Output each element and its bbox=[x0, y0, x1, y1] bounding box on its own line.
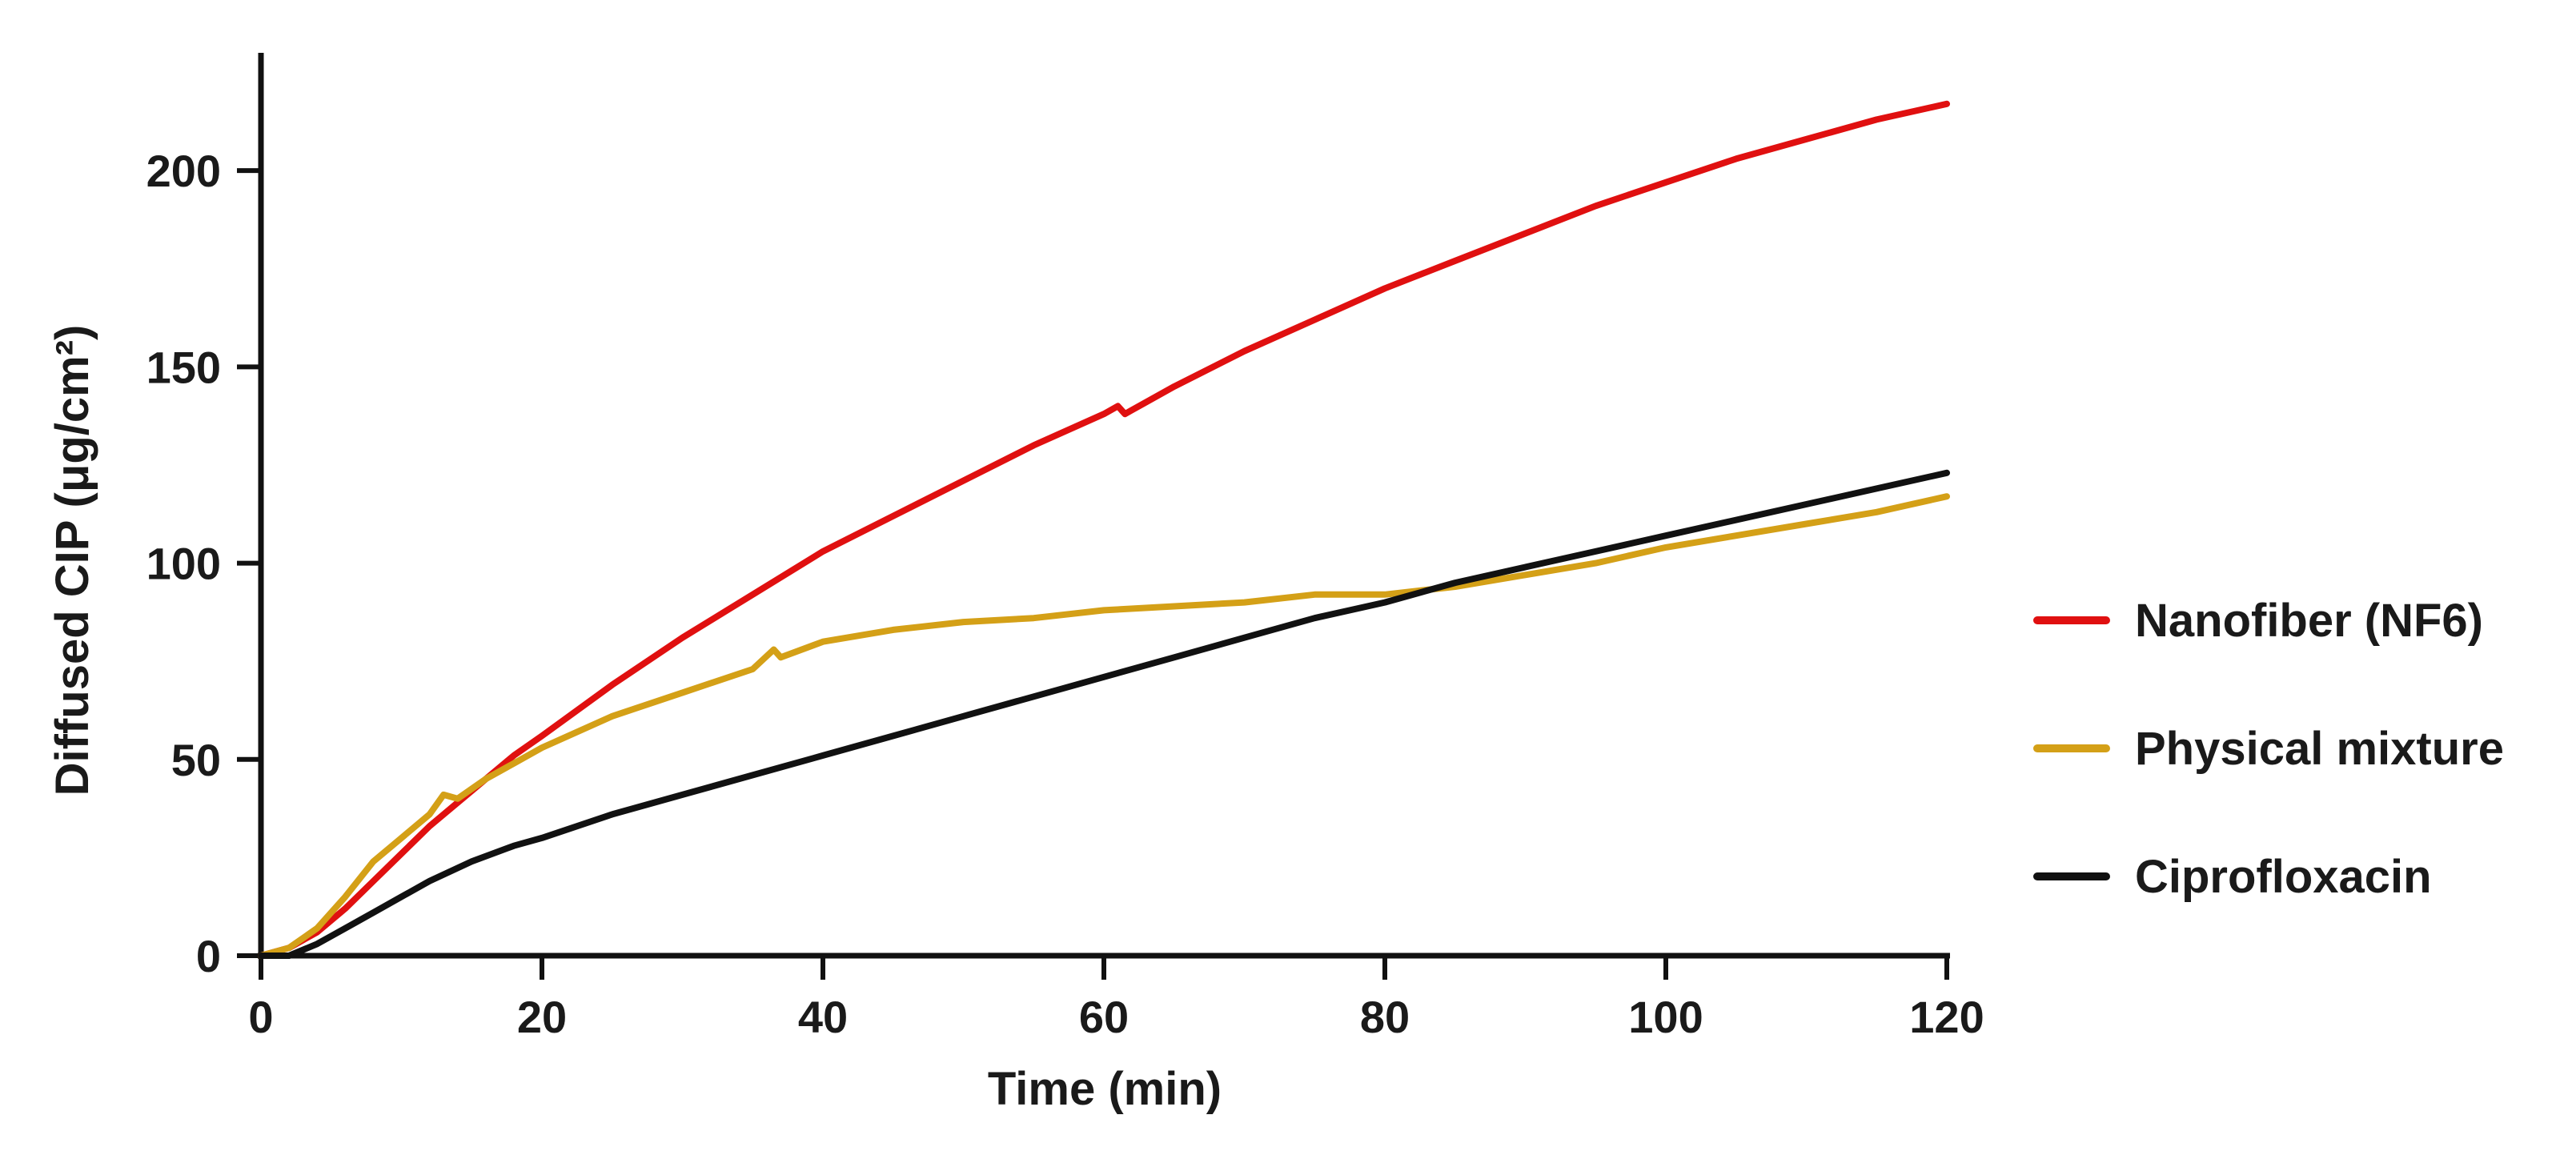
y-tick-label: 50 bbox=[171, 735, 221, 785]
x-tick-label: 60 bbox=[1079, 992, 1129, 1042]
y-axis: 0 50 100 150 200 Diffused CIP (μg/cm²) bbox=[46, 53, 264, 981]
y-tick-label: 150 bbox=[146, 342, 221, 392]
y-axis-title: Diffused CIP (μg/cm²) bbox=[46, 325, 98, 796]
y-tick-label: 0 bbox=[196, 931, 221, 981]
x-tick-label: 0 bbox=[248, 992, 273, 1042]
x-axis-title: Time (min) bbox=[988, 1063, 1222, 1115]
legend-label-0: Nanofiber (NF6) bbox=[2135, 595, 2483, 647]
x-tick-label: 40 bbox=[798, 992, 848, 1042]
series-group bbox=[258, 100, 1950, 959]
x-tick-label: 100 bbox=[1628, 992, 1703, 1042]
legend-label-1: Physical mixture bbox=[2135, 723, 2504, 775]
x-tick-label: 20 bbox=[517, 992, 567, 1042]
legend-label-2: Ciprofloxacin bbox=[2135, 851, 2432, 903]
y-ticks: 0 50 100 150 200 bbox=[146, 146, 261, 981]
x-tick-label: 80 bbox=[1360, 992, 1410, 1042]
y-tick-label: 100 bbox=[146, 539, 221, 589]
x-ticks: 0 20 40 60 80 100 120 bbox=[248, 956, 1984, 1042]
series-line-2 bbox=[258, 469, 1950, 959]
y-tick-label: 200 bbox=[146, 146, 221, 196]
legend: Nanofiber (NF6) Physical mixture Ciproflox… bbox=[2033, 595, 2504, 903]
x-tick-label: 120 bbox=[1909, 992, 1984, 1042]
series-line-1 bbox=[258, 493, 1950, 959]
series-line-0 bbox=[258, 100, 1950, 959]
x-axis: 0 20 40 60 80 100 120 Time (min) bbox=[248, 952, 1984, 1115]
